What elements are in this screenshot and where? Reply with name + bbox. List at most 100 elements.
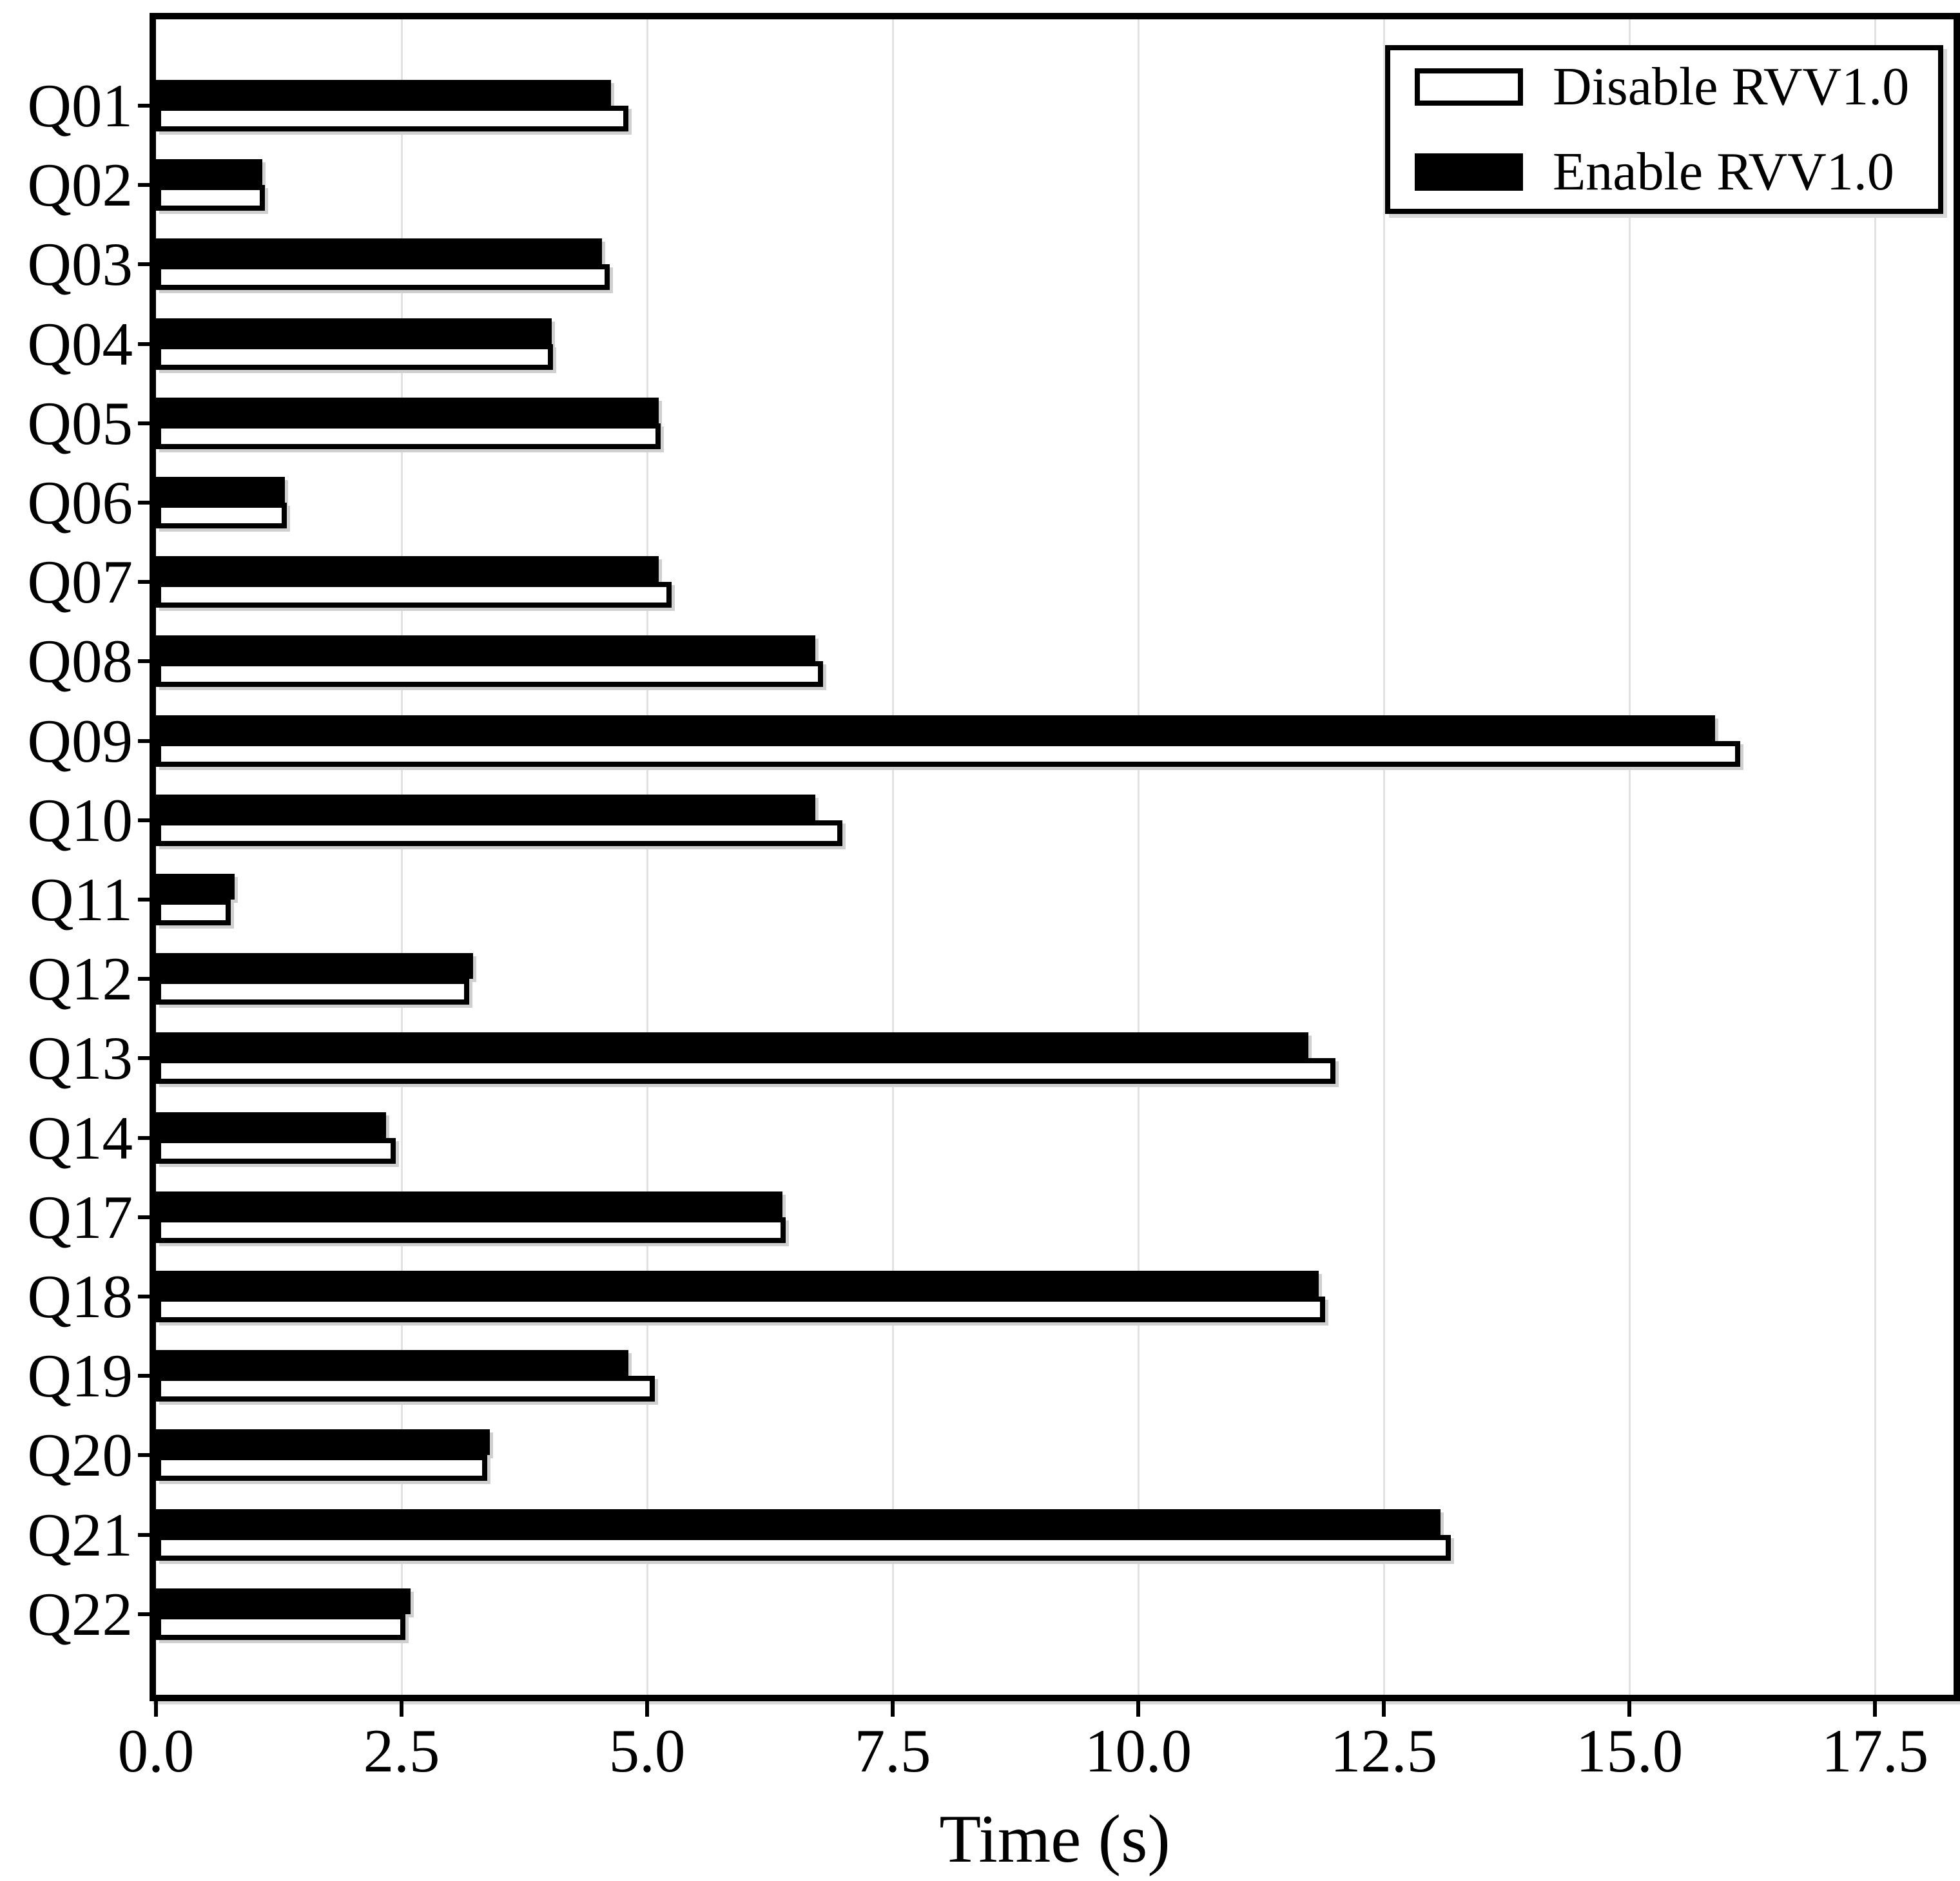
- y-tick-label-Q14: Q14: [27, 1103, 133, 1172]
- bar-disable-Q20: [156, 1455, 487, 1481]
- y-tick-mark-Q14: [138, 1135, 152, 1140]
- bar-enable-Q05: [156, 397, 659, 423]
- y-tick-label-Q01: Q01: [27, 72, 133, 140]
- y-tick-mark-Q12: [138, 977, 152, 981]
- bar-disable-Q13: [156, 1058, 1336, 1085]
- legend-label-disable: Disable RVV1.0: [1553, 57, 1910, 117]
- gridline-x-12.5: [1383, 19, 1385, 1695]
- bar-enable-Q17: [156, 1191, 783, 1217]
- bar-disable-Q01: [156, 106, 629, 131]
- x-tick-mark-15.0: [1627, 1699, 1632, 1717]
- legend-label-enable: Enable RVV1.0: [1553, 142, 1894, 202]
- bar-enable-Q19: [156, 1350, 629, 1376]
- bar-disable-Q05: [156, 423, 661, 449]
- y-tick-label-Q12: Q12: [27, 945, 133, 1014]
- bar-enable-Q13: [156, 1032, 1308, 1059]
- bar-disable-Q19: [156, 1376, 655, 1402]
- x-tick-label-2.5: 2.5: [363, 1717, 440, 1785]
- x-tick-mark-0.0: [154, 1699, 158, 1717]
- bar-disable-Q10: [156, 820, 843, 846]
- bar-enable-Q20: [156, 1429, 490, 1456]
- bar-enable-Q14: [156, 1112, 386, 1138]
- bar-enable-Q22: [156, 1588, 411, 1614]
- bar-disable-Q18: [156, 1297, 1325, 1322]
- y-tick-label-Q06: Q06: [27, 468, 133, 537]
- y-tick-label-Q05: Q05: [27, 389, 133, 458]
- y-tick-mark-Q04: [138, 342, 152, 346]
- x-tick-label-10.0: 10.0: [1084, 1717, 1192, 1785]
- bar-enable-Q04: [156, 318, 552, 344]
- x-tick-mark-7.5: [891, 1699, 895, 1717]
- x-tick-label-7.5: 7.5: [854, 1717, 931, 1785]
- y-tick-mark-Q02: [138, 183, 152, 188]
- y-tick-mark-Q21: [138, 1532, 152, 1537]
- bar-disable-Q07: [156, 582, 672, 608]
- bar-disable-Q21: [156, 1534, 1451, 1561]
- y-tick-mark-Q17: [138, 1215, 152, 1219]
- y-tick-mark-Q03: [138, 262, 152, 267]
- gridline-x-15: [1628, 19, 1631, 1695]
- legend-item-disable-rvv: Disable RVV1.0: [1415, 58, 1938, 116]
- gridline-x-7.5: [891, 19, 894, 1695]
- gridline-x-10: [1137, 19, 1140, 1695]
- bar-disable-Q17: [156, 1217, 786, 1243]
- bar-enable-Q07: [156, 556, 659, 583]
- bar-enable-Q10: [156, 794, 815, 820]
- bar-enable-Q01: [156, 80, 611, 106]
- bar-enable-Q12: [156, 953, 474, 979]
- y-tick-mark-Q18: [138, 1295, 152, 1298]
- bar-disable-Q02: [156, 185, 266, 211]
- y-tick-mark-Q13: [138, 1056, 152, 1061]
- bar-disable-Q08: [156, 661, 823, 688]
- y-tick-mark-Q06: [138, 501, 152, 505]
- x-tick-label-12.5: 12.5: [1330, 1717, 1438, 1785]
- x-tick-label-0.0: 0.0: [117, 1717, 195, 1785]
- bar-disable-Q11: [156, 900, 231, 925]
- legend-swatch-disable-icon: [1415, 68, 1523, 106]
- legend-swatch-enable-icon: [1415, 153, 1523, 191]
- y-tick-label-Q17: Q17: [27, 1182, 133, 1251]
- y-tick-mark-Q20: [138, 1453, 152, 1458]
- x-tick-mark-12.5: [1382, 1699, 1386, 1717]
- bar-enable-Q08: [156, 635, 815, 662]
- bar-enable-Q09: [156, 715, 1715, 741]
- y-tick-mark-Q10: [138, 818, 152, 822]
- gridline-x-5: [646, 19, 648, 1695]
- gridline-x-17.5: [1874, 19, 1876, 1695]
- y-tick-mark-Q08: [138, 659, 152, 664]
- y-tick-label-Q18: Q18: [27, 1262, 133, 1331]
- x-tick-label-5.0: 5.0: [608, 1717, 686, 1785]
- x-tick-mark-10.0: [1136, 1699, 1141, 1717]
- bar-enable-Q21: [156, 1509, 1441, 1535]
- bar-disable-Q09: [156, 740, 1741, 767]
- bar-disable-Q04: [156, 343, 553, 370]
- gridline-x-2.5: [400, 19, 403, 1695]
- y-tick-mark-Q01: [138, 104, 152, 108]
- y-tick-label-Q13: Q13: [27, 1024, 133, 1093]
- legend-item-enable-rvv: Enable RVV1.0: [1415, 143, 1938, 201]
- x-tick-mark-5.0: [645, 1699, 650, 1717]
- y-tick-label-Q08: Q08: [27, 627, 133, 696]
- x-tick-mark-2.5: [400, 1699, 403, 1717]
- y-tick-label-Q19: Q19: [27, 1342, 133, 1411]
- bar-enable-Q18: [156, 1271, 1319, 1297]
- x-axis-title: Time (s): [939, 1801, 1170, 1876]
- bar-disable-Q14: [156, 1137, 396, 1164]
- y-tick-label-Q21: Q21: [27, 1500, 133, 1569]
- y-tick-mark-Q11: [138, 898, 152, 902]
- y-tick-label-Q20: Q20: [27, 1421, 133, 1490]
- y-tick-mark-Q07: [138, 580, 152, 584]
- y-tick-label-Q11: Q11: [29, 865, 133, 934]
- bar-enable-Q03: [156, 238, 602, 265]
- bar-enable-Q11: [156, 874, 235, 900]
- legend: Disable RVV1.0 Enable RVV1.0: [1385, 45, 1943, 214]
- y-tick-label-Q04: Q04: [27, 309, 133, 378]
- bar-enable-Q02: [156, 159, 262, 186]
- y-tick-label-Q02: Q02: [27, 151, 133, 220]
- y-tick-mark-Q09: [138, 738, 152, 743]
- y-tick-mark-Q05: [138, 421, 152, 425]
- bar-enable-Q06: [156, 477, 285, 503]
- y-tick-label-Q10: Q10: [27, 786, 133, 854]
- bar-disable-Q06: [156, 503, 287, 528]
